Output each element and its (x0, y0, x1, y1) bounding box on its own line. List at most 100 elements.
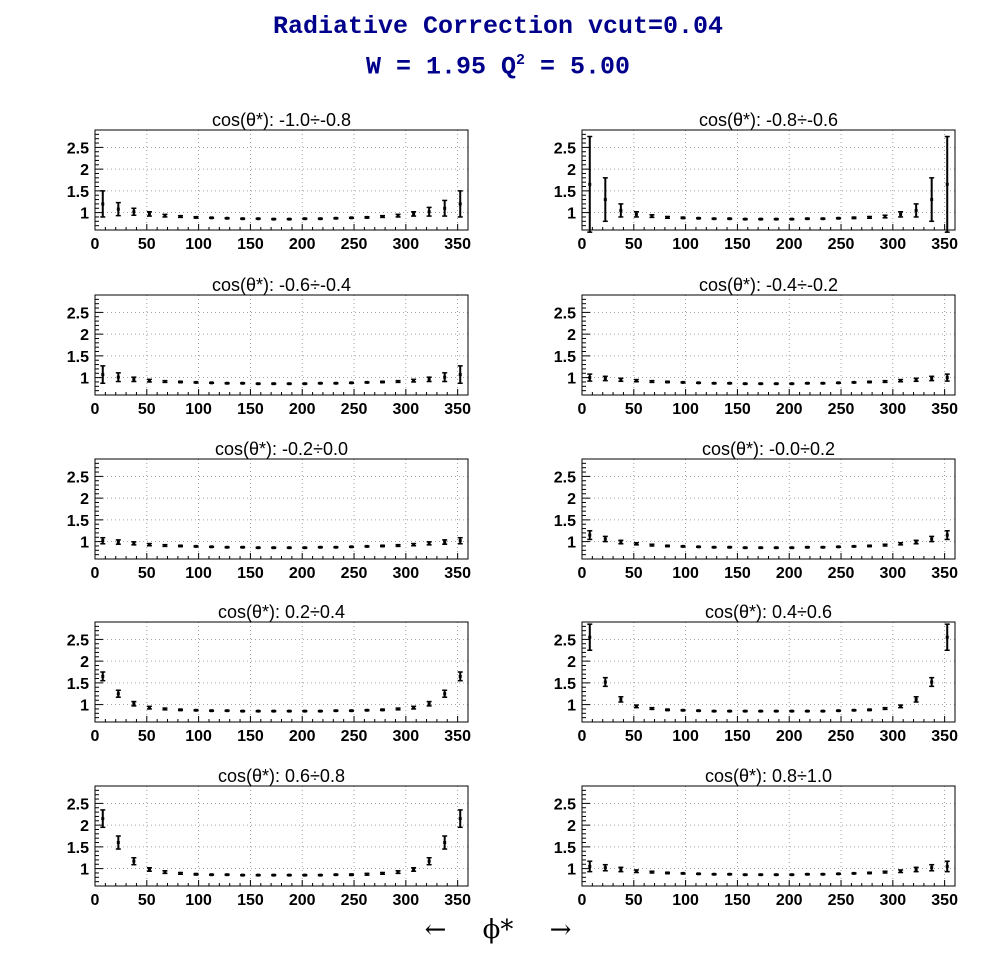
x-tick-label: 300 (879, 236, 906, 253)
data-point (804, 709, 810, 713)
data-point (835, 545, 841, 549)
left-arrow-icon: ← (424, 915, 447, 945)
point-marker (634, 704, 638, 708)
y-tick-label: 2 (80, 162, 89, 179)
point-marker (588, 635, 592, 639)
point-marker (381, 708, 385, 712)
point-marker (256, 873, 260, 877)
point-marker (381, 215, 385, 219)
panel-title: cos(θ*): -0.6÷-0.4 (212, 275, 351, 295)
point-marker (852, 871, 856, 875)
point-marker (930, 537, 934, 541)
data-point (177, 708, 183, 712)
point-marker (681, 544, 685, 548)
point-marker (241, 709, 245, 713)
y-tick-label: 1 (80, 698, 89, 715)
point-marker (836, 709, 840, 713)
point-marker (210, 216, 214, 220)
data-point (835, 709, 841, 713)
point-marker (412, 379, 416, 383)
point-marker (821, 545, 825, 549)
point-marker (634, 542, 638, 546)
point-marker (256, 382, 260, 386)
point-marker (836, 216, 840, 220)
data-point (649, 543, 655, 547)
x-tick-label: 50 (138, 728, 156, 745)
x-tick-label: 200 (289, 728, 316, 745)
data-point (240, 709, 246, 713)
data-point (929, 863, 935, 872)
point-marker (272, 546, 276, 550)
y-tick-label: 1 (567, 206, 576, 223)
data-point (177, 380, 183, 384)
data-point (618, 696, 624, 703)
data-point (618, 377, 624, 383)
data-point (602, 863, 608, 872)
data-point (944, 860, 950, 873)
point-marker (945, 182, 949, 186)
point-marker (899, 869, 903, 873)
point-marker (743, 873, 747, 877)
y-tick-label: 1.5 (554, 184, 576, 201)
y-tick-label: 2.5 (67, 305, 89, 322)
data-point (442, 539, 448, 545)
data-point (286, 546, 292, 550)
point-marker (743, 382, 747, 386)
point-marker (272, 709, 276, 713)
data-point (395, 870, 401, 875)
y-tick-label: 2 (567, 491, 576, 508)
point-marker (210, 709, 214, 713)
point-marker (759, 546, 763, 550)
point-marker (303, 382, 307, 386)
data-point (364, 872, 370, 876)
point-marker (743, 709, 747, 713)
x-tick-label: 150 (724, 236, 751, 253)
data-point (442, 689, 448, 698)
data-point (696, 709, 702, 713)
data-point (913, 377, 919, 383)
point-marker (318, 709, 322, 713)
data-point (882, 706, 888, 711)
y-tick-label: 2.5 (67, 796, 89, 813)
point-marker (349, 709, 353, 713)
point-marker (272, 873, 276, 877)
data-point (442, 199, 448, 217)
point-marker (272, 217, 276, 221)
point-marker (868, 871, 872, 875)
y-tick-label: 2.5 (67, 140, 89, 157)
data-point (696, 545, 702, 549)
data-point (618, 866, 624, 873)
data-point (773, 546, 779, 550)
point-marker (443, 841, 447, 845)
point-marker (899, 542, 903, 546)
x-tick-label: 50 (625, 892, 643, 909)
y-tick-label: 1.5 (67, 676, 89, 693)
x-tick-label: 300 (392, 728, 419, 745)
point-marker (178, 215, 182, 219)
x-tick-label: 300 (392, 401, 419, 418)
data-point (333, 873, 339, 877)
data-point (758, 546, 764, 550)
data-point (711, 872, 717, 876)
data-point (395, 707, 401, 711)
data-point (317, 545, 323, 549)
y-tick-label: 1.5 (554, 349, 576, 366)
point-marker (868, 544, 872, 548)
data-point (426, 541, 432, 546)
x-tick-label: 100 (185, 892, 212, 909)
data-point (913, 696, 919, 703)
panel-3: 0 50 100 150 200 250 300 350 1 1.5 2 2.5 cos(θ*): -0… (67, 275, 471, 418)
data-point (633, 869, 639, 874)
data-point (944, 135, 950, 233)
data-point (364, 708, 370, 712)
point-marker (365, 872, 369, 876)
x-tick-label: 350 (931, 401, 958, 418)
x-tick-label: 0 (578, 401, 587, 418)
data-point (131, 700, 137, 707)
data-point (587, 135, 593, 233)
point-marker (650, 214, 654, 218)
point-marker (774, 382, 778, 386)
data-point (727, 381, 733, 385)
data-point (804, 545, 810, 549)
data-point (867, 871, 873, 875)
